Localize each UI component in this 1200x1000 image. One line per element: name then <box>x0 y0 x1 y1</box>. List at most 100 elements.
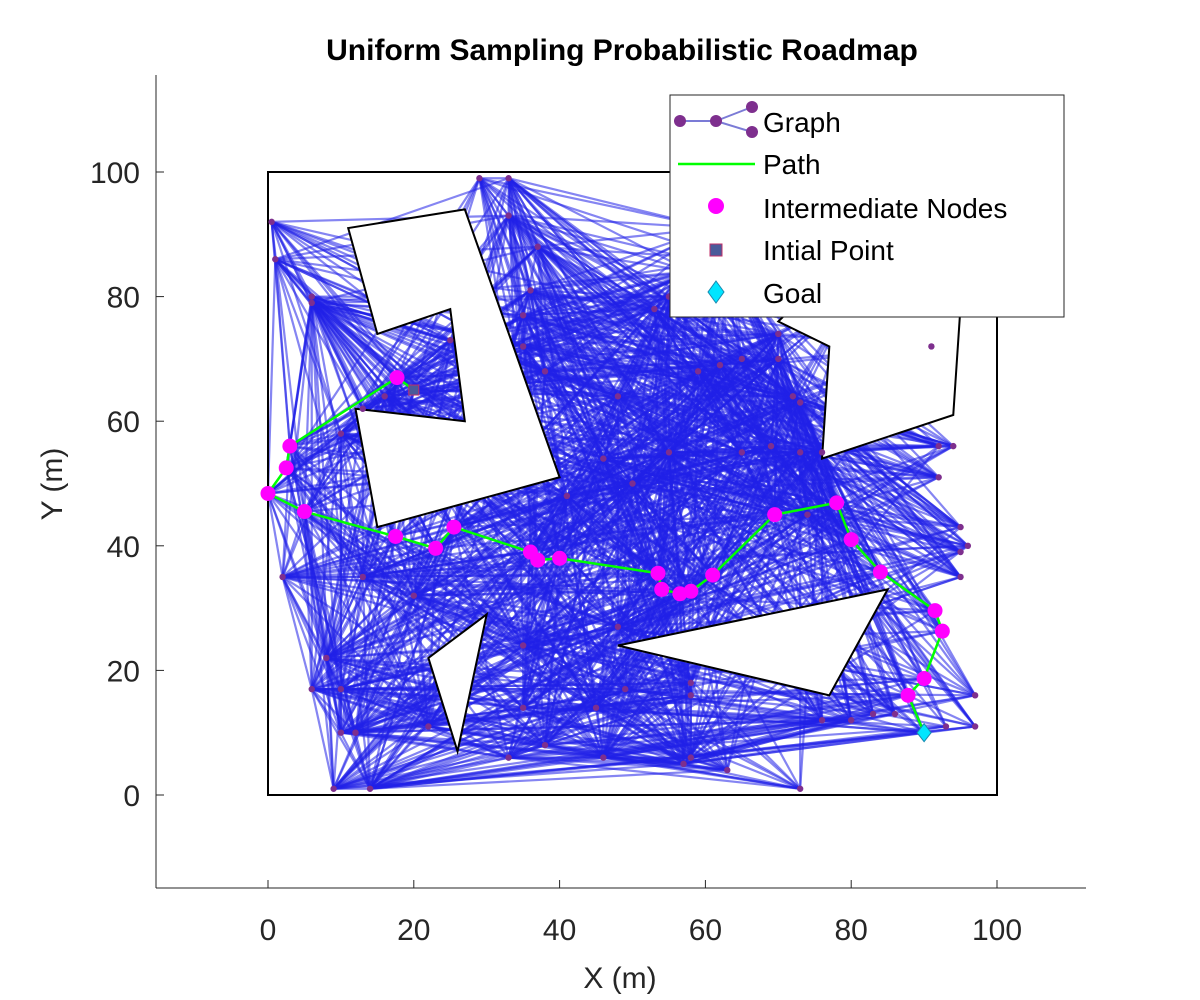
graph-edge <box>668 296 809 516</box>
legend-intermediate-icon <box>708 198 724 214</box>
graph-node <box>592 704 600 711</box>
graph-edge <box>682 591 692 764</box>
graph-edge <box>288 445 430 727</box>
graph-edge <box>522 559 539 646</box>
graph-node <box>775 355 782 363</box>
graph-edge <box>370 768 728 790</box>
graph-edge <box>726 258 910 696</box>
graph-edge <box>508 177 692 273</box>
graph-edge <box>660 271 692 590</box>
graph-edge <box>303 510 626 691</box>
graph-edge <box>281 576 342 734</box>
graph-node <box>950 442 957 450</box>
intermediate-node <box>282 438 298 454</box>
graph-edge <box>508 756 728 772</box>
graph-node <box>425 723 432 730</box>
graph-edge <box>624 688 692 759</box>
graph-edge <box>435 513 808 550</box>
graph-edge <box>453 513 808 529</box>
graph-node <box>687 679 695 687</box>
graph-node <box>804 511 811 518</box>
graph-edge <box>285 467 692 759</box>
graph-node <box>651 305 658 313</box>
graph-edge <box>508 214 692 273</box>
graph-edge <box>274 259 291 447</box>
graph-edge <box>773 451 823 516</box>
graph-node <box>724 766 731 774</box>
graph-edge <box>689 452 743 758</box>
graph-edge <box>603 756 801 790</box>
graph-node <box>971 723 979 730</box>
intermediate-node <box>388 528 404 544</box>
graph-edge <box>339 576 364 733</box>
legend-graph-icon <box>674 101 758 138</box>
intermediate-node <box>767 507 783 523</box>
intermediate-node <box>654 581 670 597</box>
graph-node <box>935 474 942 481</box>
graph-node <box>527 287 534 294</box>
graph-edge <box>310 688 335 790</box>
graph-node <box>268 218 275 226</box>
graph-edge <box>616 483 634 627</box>
graph-edge <box>427 526 455 727</box>
graph-edge <box>683 762 728 772</box>
intermediate-node <box>446 519 462 535</box>
graph-edge <box>667 296 729 771</box>
graph-node <box>869 710 877 718</box>
graph-edge <box>617 538 852 628</box>
graph-node <box>716 361 724 369</box>
graph-edge <box>453 451 801 529</box>
graph-node <box>359 405 366 412</box>
graph-node <box>323 654 330 662</box>
graph-edge <box>558 296 670 559</box>
graph-node <box>330 785 337 792</box>
graph-edge <box>362 576 524 709</box>
graph-node <box>775 330 782 338</box>
graph-node <box>629 480 636 487</box>
graph-edge <box>678 593 685 764</box>
endpoints <box>408 384 932 743</box>
obstacle-polygon <box>617 587 890 697</box>
graph-edge <box>303 510 605 759</box>
graph-node <box>359 573 366 581</box>
graph-node <box>614 393 622 400</box>
graph-edge <box>285 467 546 746</box>
legend-graph-label: Graph <box>763 107 841 138</box>
graph-edge <box>310 433 342 690</box>
graph-edge <box>361 576 372 789</box>
graph-node <box>964 542 972 549</box>
graph-node <box>505 212 512 219</box>
graph-edge <box>537 445 772 562</box>
graph-node <box>519 343 527 350</box>
graph-node <box>476 175 483 182</box>
intermediate-node <box>650 565 666 581</box>
x-tick-label: 60 <box>689 914 722 947</box>
graph-node <box>796 399 804 406</box>
graph-edge <box>303 510 597 709</box>
plot-area <box>260 171 998 796</box>
graph-edge <box>566 495 663 591</box>
legend-intermediate-label: Intermediate Nodes <box>763 193 1007 224</box>
graph-edge <box>624 688 685 765</box>
x-axis-label: X (m) <box>583 962 656 995</box>
graph-node <box>789 393 797 400</box>
obstacle-polygon <box>346 208 561 529</box>
graph-edge <box>396 227 714 379</box>
graph-edge <box>603 677 925 759</box>
legend-initial-icon <box>709 243 723 257</box>
graph-node <box>694 368 702 375</box>
intermediate-node <box>683 583 699 599</box>
graph-node <box>534 243 541 250</box>
intermediate-node <box>705 567 721 583</box>
graph-node <box>447 337 454 344</box>
graph-edge <box>266 259 277 494</box>
graph-node <box>308 293 315 300</box>
graph-node <box>942 723 950 730</box>
graph-edge <box>396 270 692 379</box>
graph-node <box>563 492 571 500</box>
graph-node <box>541 741 549 749</box>
graph-edge <box>740 358 809 516</box>
graph-node <box>767 442 775 450</box>
